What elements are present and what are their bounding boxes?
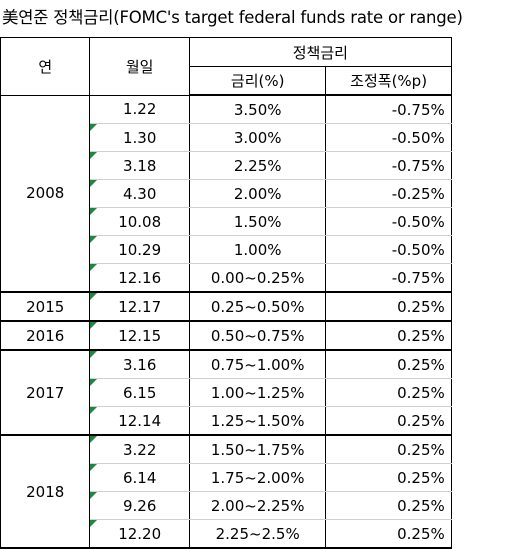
adjustment-cell[interactable]: -0.25%: [325, 179, 452, 208]
header-policy-rate[interactable]: 정책금리: [188, 37, 452, 67]
table-row: 2008 1.22 3.50% -0.75%: [0, 94, 532, 293]
rate-cell[interactable]: 0.00~0.25%: [188, 263, 327, 293]
rate-cell[interactable]: 2.00~2.25%: [188, 491, 327, 520]
table-row: 3.18 2.25% -0.75%: [1, 151, 532, 180]
adjustment-cell[interactable]: 0.25%: [325, 321, 452, 351]
rate-cell[interactable]: 1.50%: [188, 207, 327, 236]
date-cell[interactable]: 3.18: [89, 151, 190, 180]
year-cell[interactable]: 2018: [0, 434, 91, 549]
adjustment-cell[interactable]: 0.25%: [325, 491, 452, 520]
date-cell[interactable]: 12.15: [89, 321, 190, 351]
adjustment-cell[interactable]: 0.25%: [325, 378, 452, 407]
table-row: 2016 12.15 0.50~0.75% 0.25%: [0, 320, 532, 351]
header-row-2: 금리(%) 조정폭(%p): [1, 66, 532, 96]
year-cell[interactable]: 2017: [0, 349, 91, 436]
rate-cell[interactable]: 1.25~1.50%: [188, 406, 327, 436]
date-cell[interactable]: 1.30: [89, 123, 190, 152]
table-row: 10.29 1.00% -0.50%: [1, 235, 532, 264]
rate-cell[interactable]: 2.25%: [188, 151, 327, 180]
adjustment-cell[interactable]: -0.50%: [325, 123, 452, 152]
table-row: 2017 3.16 0.75~1.00% 0.25%: [0, 349, 532, 436]
adjustment-cell[interactable]: 0.25%: [325, 463, 452, 492]
table-row: 1.30 3.00% -0.50%: [1, 123, 532, 152]
adjustment-cell[interactable]: 0.25%: [325, 406, 452, 436]
page-title: 美연준 정책금리(FOMC's target federal funds rat…: [2, 8, 463, 27]
date-cell[interactable]: 9.26: [89, 491, 190, 520]
rate-cell[interactable]: 0.25~0.50%: [188, 292, 327, 322]
date-cell[interactable]: 3.16: [89, 350, 190, 379]
adjustment-cell[interactable]: 0.25%: [325, 350, 452, 379]
year-cell[interactable]: 2016: [0, 320, 91, 351]
table-row: 12.14 1.25~1.50% 0.25%: [1, 406, 532, 436]
table-row: 6.15 1.00~1.25% 0.25%: [1, 378, 532, 407]
rate-cell[interactable]: 1.75~2.00%: [188, 463, 327, 492]
adjustment-cell[interactable]: -0.75%: [325, 151, 452, 180]
date-cell[interactable]: 6.14: [89, 463, 190, 492]
year-cell[interactable]: 2008: [0, 94, 91, 293]
date-cell[interactable]: 10.29: [89, 235, 190, 264]
adjustment-cell[interactable]: -0.75%: [325, 263, 452, 293]
date-cell[interactable]: 6.15: [89, 378, 190, 407]
table-row: 12.16 0.00~0.25% -0.75%: [1, 263, 532, 293]
rate-cell[interactable]: 3.50%: [188, 95, 327, 124]
adjustment-cell[interactable]: 0.25%: [325, 435, 452, 464]
date-cell[interactable]: 10.08: [89, 207, 190, 236]
date-cell[interactable]: 3.22: [89, 435, 190, 464]
rate-cell[interactable]: 1.00%: [188, 235, 327, 264]
table-row: 9.26 2.00~2.25% 0.25%: [1, 491, 532, 520]
header-year[interactable]: 연: [0, 37, 91, 96]
table-row: 2015 12.17 0.25~0.50% 0.25%: [0, 291, 532, 322]
table-row: 10.08 1.50% -0.50%: [1, 207, 532, 236]
date-cell[interactable]: 1.22: [89, 95, 190, 124]
adjustment-cell[interactable]: -0.50%: [325, 207, 452, 236]
rate-cell[interactable]: 3.00%: [188, 123, 327, 152]
table-row: 4.30 2.00% -0.25%: [1, 179, 532, 208]
date-cell[interactable]: 12.16: [89, 263, 190, 293]
header-row-1: 연 월일 정책금리: [0, 37, 532, 96]
rate-cell[interactable]: 0.75~1.00%: [188, 350, 327, 379]
rate-cell[interactable]: 1.50~1.75%: [188, 435, 327, 464]
table-row: 6.14 1.75~2.00% 0.25%: [1, 463, 532, 492]
year-cell[interactable]: 2015: [0, 291, 91, 322]
date-cell[interactable]: 4.30: [89, 179, 190, 208]
header-date[interactable]: 월일: [89, 37, 190, 96]
rate-cell[interactable]: 2.00%: [188, 179, 327, 208]
fed-rate-table: 연 월일 정책금리 금리(%) 조정폭(%p) 2008 1.22 3.50% -0.…: [0, 37, 532, 549]
date-cell[interactable]: 12.14: [89, 406, 190, 436]
adjustment-cell[interactable]: -0.75%: [325, 95, 452, 124]
table-row: 2018 3.22 1.50~1.75% 0.25%: [0, 434, 532, 549]
adjustment-cell[interactable]: -0.50%: [325, 235, 452, 264]
header-rate[interactable]: 금리(%): [188, 66, 327, 96]
date-cell[interactable]: 12.17: [89, 292, 190, 322]
header-adjustment[interactable]: 조정폭(%p): [325, 66, 452, 96]
adjustment-cell[interactable]: 0.25%: [325, 292, 452, 322]
rate-cell[interactable]: 1.00~1.25%: [188, 378, 327, 407]
rate-cell[interactable]: 0.50~0.75%: [188, 321, 327, 351]
